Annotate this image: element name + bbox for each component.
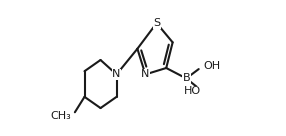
Text: CH₃: CH₃ [50, 111, 71, 121]
Text: HO: HO [184, 86, 201, 96]
Text: N: N [112, 69, 121, 79]
Text: N: N [141, 69, 150, 79]
Text: OH: OH [204, 61, 221, 71]
Text: B: B [182, 73, 190, 83]
Text: S: S [153, 18, 160, 28]
